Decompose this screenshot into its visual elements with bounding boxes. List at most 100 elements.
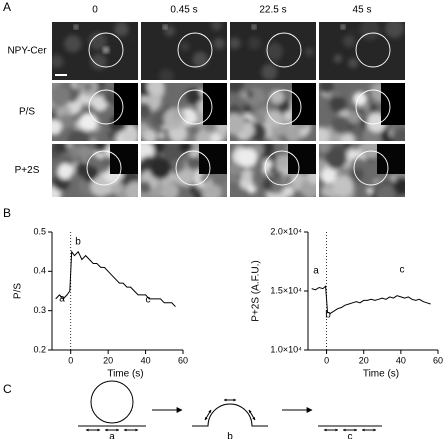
blob — [82, 83, 93, 92]
roi-circle — [266, 32, 302, 68]
texture — [52, 83, 138, 141]
blob — [180, 41, 190, 51]
blob — [52, 119, 62, 136]
spot — [103, 47, 109, 53]
blob — [319, 158, 326, 172]
column-header: 0.45 s — [170, 5, 197, 16]
roi-circle — [88, 32, 124, 68]
blob — [392, 127, 405, 141]
blob — [262, 179, 273, 190]
texture — [230, 36, 314, 80]
blob — [152, 110, 169, 127]
blob — [266, 170, 273, 177]
annotation: c — [146, 295, 151, 306]
blob — [337, 83, 350, 94]
fused-membrane — [192, 403, 268, 427]
blob — [247, 185, 256, 194]
micrograph — [52, 83, 138, 141]
blob — [141, 102, 152, 118]
blob — [59, 114, 74, 129]
annotation: c — [400, 265, 405, 276]
blob — [247, 36, 261, 50]
roi-circle — [355, 89, 391, 125]
annotation: b — [325, 310, 331, 321]
micrographs — [52, 22, 405, 197]
blob — [78, 145, 93, 160]
blob — [176, 169, 194, 187]
blob — [75, 83, 83, 87]
texture — [158, 22, 225, 80]
blob — [189, 186, 198, 195]
blob — [265, 42, 283, 60]
vesicle — [90, 380, 134, 424]
blob — [230, 113, 245, 135]
blob — [114, 22, 129, 37]
stage-label: b — [227, 432, 233, 439]
x-tick-label: 0 — [68, 355, 73, 365]
blob — [375, 184, 396, 197]
panel-label: C — [3, 382, 12, 396]
panel-label: B — [3, 206, 11, 220]
blob — [305, 47, 314, 57]
texture — [333, 22, 405, 69]
blob — [158, 132, 166, 139]
dark-region — [288, 144, 316, 174]
blob — [366, 187, 373, 195]
blob — [346, 148, 359, 161]
blob — [211, 22, 222, 31]
blob — [67, 129, 90, 141]
diagram — [78, 380, 382, 432]
blob — [192, 51, 208, 67]
blob — [276, 154, 289, 168]
roi-circle — [175, 150, 211, 186]
y-tick-label: 2.0×10⁴ — [270, 226, 302, 236]
blob — [319, 127, 330, 141]
row-label: P/S — [19, 107, 35, 118]
blob — [88, 32, 107, 51]
blob — [69, 145, 82, 159]
blob — [199, 173, 211, 184]
micrograph — [319, 144, 405, 197]
roi-circle — [353, 150, 389, 186]
dark-region — [203, 83, 227, 125]
roi-circle — [88, 89, 124, 125]
blob — [261, 63, 278, 80]
panel-label: A — [3, 0, 11, 14]
blob — [319, 83, 334, 94]
y-tick-label: 0.4 — [33, 266, 46, 276]
blob — [237, 147, 258, 168]
arrow — [248, 409, 256, 421]
blob — [171, 108, 185, 121]
blob — [239, 91, 248, 100]
y-tick-label: 0.2 — [33, 344, 46, 354]
data-line — [311, 285, 431, 314]
dark-region — [377, 144, 405, 174]
column-header: 22.5 s — [259, 5, 286, 16]
blob — [242, 103, 253, 113]
texture — [52, 22, 136, 70]
annotation: a — [59, 294, 65, 305]
dark-region — [292, 83, 316, 125]
blob — [213, 37, 225, 50]
blob — [359, 22, 381, 41]
roi-circle — [264, 150, 300, 186]
blob — [122, 127, 138, 141]
y-tick-label: 1.5×10⁴ — [270, 285, 302, 295]
blob — [285, 127, 301, 141]
y-tick-label: 0.3 — [33, 305, 46, 315]
blob — [201, 182, 222, 197]
arrow — [204, 409, 212, 421]
row-label: P+2S — [15, 165, 40, 176]
blob — [158, 68, 174, 80]
blob — [90, 53, 107, 70]
dark-region — [110, 144, 138, 174]
micrograph — [141, 22, 227, 80]
blob — [350, 27, 358, 35]
blob — [284, 186, 294, 197]
y-axis-label: P/S — [13, 283, 24, 299]
x-tick-label: 60 — [433, 355, 443, 365]
y-tick-label: 1.0×10⁴ — [270, 344, 302, 354]
blob — [103, 90, 117, 104]
blob — [142, 129, 158, 141]
